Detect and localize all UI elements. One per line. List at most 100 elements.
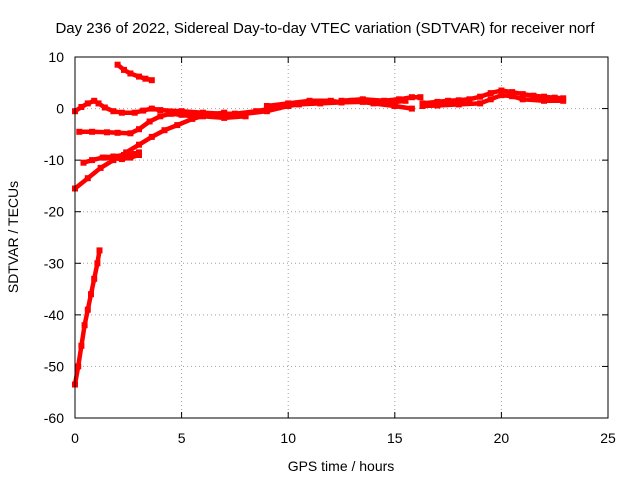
y-tick-label: -50 xyxy=(44,358,64,374)
data-point xyxy=(148,77,155,84)
data-point xyxy=(75,363,82,370)
x-tick-label: 15 xyxy=(387,430,403,446)
data-point xyxy=(127,70,134,77)
data-point xyxy=(487,90,494,97)
data-point xyxy=(146,118,153,125)
data-point xyxy=(136,73,142,80)
data-point xyxy=(127,154,134,161)
data-point xyxy=(189,113,196,120)
data-point xyxy=(91,97,98,104)
data-point xyxy=(110,155,117,162)
data-point xyxy=(76,128,83,135)
data-point xyxy=(408,105,415,112)
x-tick-label: 10 xyxy=(280,430,296,446)
data-point xyxy=(140,107,147,114)
y-tick-label: 10 xyxy=(48,49,64,65)
data-point xyxy=(136,141,142,148)
data-point xyxy=(114,129,121,136)
data-point xyxy=(455,97,462,104)
data-point xyxy=(148,105,155,112)
data-point xyxy=(142,75,149,82)
data-point xyxy=(148,133,155,140)
data-point xyxy=(104,129,110,136)
data-point xyxy=(519,96,526,103)
data-point xyxy=(560,97,567,104)
data-point xyxy=(509,89,516,96)
data-point xyxy=(381,97,388,104)
data-point xyxy=(498,87,505,94)
data-point xyxy=(295,101,302,108)
data-point xyxy=(408,94,415,101)
data-point xyxy=(78,104,85,110)
data-point xyxy=(221,114,228,121)
data-point xyxy=(396,96,403,103)
data-point xyxy=(231,110,238,117)
data-point xyxy=(466,96,473,103)
data-point xyxy=(81,322,88,329)
data-point xyxy=(306,97,313,104)
data-point xyxy=(123,149,130,156)
data-point xyxy=(178,108,185,115)
tick-layer: 0 5 10 15 20 25 10 0 -10 -20 -30 -40 -50 -60 xyxy=(44,49,616,446)
data-point xyxy=(121,66,127,73)
data-point xyxy=(370,100,377,107)
data-point xyxy=(118,109,125,116)
data-point xyxy=(551,94,558,101)
data-point xyxy=(210,111,217,118)
data-point xyxy=(359,96,366,103)
plot-frame xyxy=(74,56,609,419)
data-point xyxy=(118,156,125,163)
x-axis-label: GPS time / hours xyxy=(288,458,395,474)
chart-title: Day 236 of 2022, Sidereal Day-to-day VTE… xyxy=(55,20,595,37)
data-point xyxy=(84,100,91,107)
data-point xyxy=(127,130,134,137)
data-point xyxy=(419,103,426,109)
data-point xyxy=(174,122,181,129)
data-point xyxy=(402,97,409,104)
x-tick-label: 25 xyxy=(600,430,616,446)
data-point xyxy=(136,152,142,158)
data-point xyxy=(95,100,102,107)
data-point xyxy=(541,97,547,104)
data-point xyxy=(199,109,206,116)
data-point xyxy=(530,92,537,99)
data-point xyxy=(285,100,292,107)
y-tick-label: 0 xyxy=(56,101,64,117)
y-tick-label: -30 xyxy=(44,255,64,271)
data-point xyxy=(131,109,138,116)
data-point xyxy=(84,306,91,313)
data-point xyxy=(509,93,516,100)
series-arc-12 xyxy=(420,92,566,109)
data-point xyxy=(327,97,334,104)
y-tick-label: -10 xyxy=(44,152,64,168)
data-point xyxy=(157,107,164,114)
data-point xyxy=(97,164,104,171)
data-point xyxy=(253,108,260,115)
data-point xyxy=(477,100,484,107)
data-point xyxy=(434,98,441,105)
data-point xyxy=(89,128,96,135)
data-point xyxy=(417,94,424,101)
data-point xyxy=(167,110,174,117)
data-point xyxy=(263,103,270,109)
data-point xyxy=(110,108,117,115)
data-point xyxy=(96,247,103,254)
data-point xyxy=(136,126,142,133)
data-point xyxy=(89,157,96,164)
data-point xyxy=(157,113,164,120)
data-point xyxy=(455,101,462,108)
data-point xyxy=(274,104,281,111)
data-point xyxy=(78,342,85,349)
data-layer xyxy=(72,61,567,388)
data-point xyxy=(434,102,441,109)
data-point xyxy=(477,93,484,100)
data-point xyxy=(88,291,94,298)
y-axis-label: SDTVAR / TECUs xyxy=(5,181,21,293)
data-point xyxy=(519,91,526,98)
data-point xyxy=(541,93,547,100)
series-arc-10 xyxy=(339,94,423,104)
x-tick-label: 20 xyxy=(494,430,510,446)
data-point xyxy=(114,61,121,68)
data-point xyxy=(161,127,168,134)
